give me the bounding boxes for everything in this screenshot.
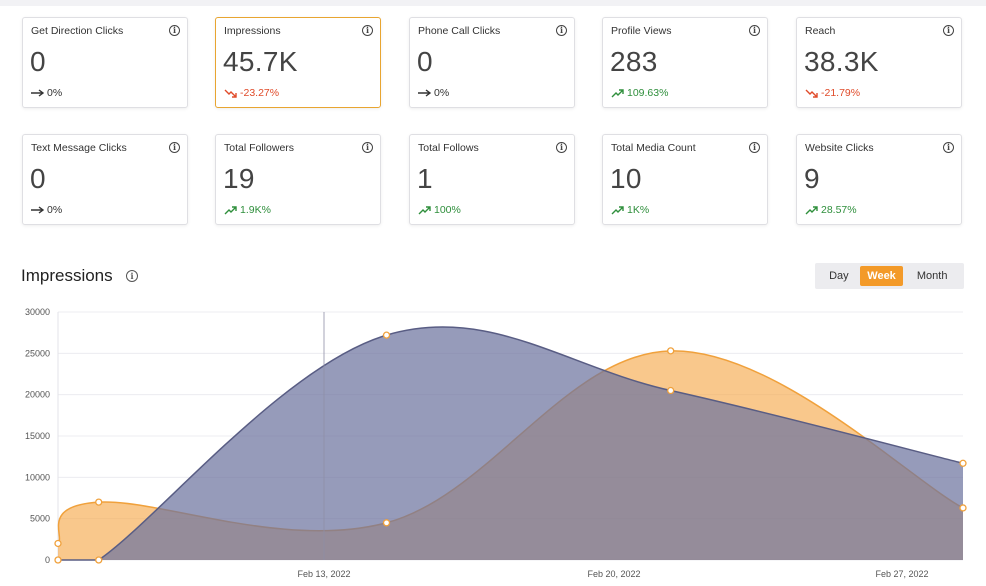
info-icon[interactable]: i xyxy=(169,25,180,36)
metric-card[interactable]: Reach i 38.3K -21.79% xyxy=(796,17,962,108)
metric-change-value: 0% xyxy=(47,87,63,99)
metric-card[interactable]: Text Message Clicks i 0 0% xyxy=(22,134,188,225)
metric-change: -23.27% xyxy=(224,87,279,99)
metric-label: Impressions xyxy=(224,25,281,37)
metric-label: Total Follows xyxy=(418,142,479,154)
trend-up-icon xyxy=(611,88,625,98)
section-title: Impressions xyxy=(21,266,113,285)
trend-neutral-icon xyxy=(31,89,45,97)
x-tick-label: Feb 13, 2022 xyxy=(297,569,350,579)
metric-value: 0 xyxy=(417,46,433,77)
info-icon[interactable]: i xyxy=(556,25,567,36)
data-point xyxy=(667,347,675,355)
range-week[interactable]: Week xyxy=(859,266,904,286)
metric-label: Get Direction Clicks xyxy=(31,25,124,37)
metric-change-value: 0% xyxy=(47,204,63,216)
trend-down-icon xyxy=(224,89,238,98)
metric-card[interactable]: Website Clicks i 9 28.57% xyxy=(796,134,962,225)
range-day[interactable]: Day xyxy=(829,270,849,282)
metric-card[interactable]: Impressions i 45.7K -23.27% xyxy=(215,17,381,108)
metric-change-value: -21.79% xyxy=(821,87,861,99)
metric-change-value: -23.27% xyxy=(240,87,280,99)
series-area xyxy=(58,326,963,560)
metric-change: 1K% xyxy=(611,204,649,216)
trend-neutral-icon xyxy=(31,206,45,214)
x-tick-label: Feb 20, 2022 xyxy=(587,569,640,579)
metric-change-value: 109.63% xyxy=(627,87,669,99)
metric-label: Reach xyxy=(805,25,836,37)
info-icon[interactable]: i xyxy=(556,142,567,153)
impressions-chart: 0 5000 10000 15000 20000 25000 30000 Feb 13, 20… xyxy=(25,307,967,579)
metric-value: 283 xyxy=(610,46,658,77)
info-icon[interactable]: i xyxy=(169,142,180,153)
metric-card[interactable]: Total Follows i 1 100% xyxy=(409,134,575,225)
metric-change: 0% xyxy=(418,87,449,99)
metric-card[interactable]: Total Followers i 19 1.9K% xyxy=(215,134,381,225)
metric-card[interactable]: Phone Call Clicks i 0 0% xyxy=(409,17,575,108)
info-icon[interactable]: i xyxy=(126,270,138,282)
metric-value: 10 xyxy=(610,163,642,194)
metric-change-value: 0% xyxy=(434,87,450,99)
data-point xyxy=(959,459,967,467)
metric-value: 19 xyxy=(223,163,255,194)
metric-label: Website Clicks xyxy=(805,142,874,154)
y-tick-label: 15000 xyxy=(25,431,50,441)
trend-up-icon xyxy=(805,205,819,215)
y-tick-label: 0 xyxy=(45,555,50,565)
info-icon[interactable]: i xyxy=(943,25,954,36)
info-icon[interactable]: i xyxy=(749,25,760,36)
info-icon[interactable]: i xyxy=(749,142,760,153)
data-point xyxy=(54,539,62,548)
metric-change: 0% xyxy=(31,204,62,216)
metric-label: Total Media Count xyxy=(611,142,696,154)
y-tick-label: 25000 xyxy=(25,348,50,358)
trend-down-icon xyxy=(805,89,819,98)
y-tick-label: 30000 xyxy=(25,307,50,317)
metric-change: 109.63% xyxy=(611,87,668,99)
metric-change-value: 100% xyxy=(434,204,461,216)
metric-label: Text Message Clicks xyxy=(31,142,127,154)
metric-card[interactable]: Get Direction Clicks i 0 0% xyxy=(22,17,188,108)
metric-label: Profile Views xyxy=(611,25,672,37)
metric-change: -21.79% xyxy=(805,87,860,99)
x-tick-label: Feb 27, 2022 xyxy=(875,569,928,579)
metric-label: Total Followers xyxy=(224,142,295,154)
metric-value: 1 xyxy=(417,163,433,194)
info-icon[interactable]: i xyxy=(362,142,373,153)
data-point xyxy=(382,331,391,339)
data-point xyxy=(95,556,103,564)
range-month[interactable]: Month xyxy=(916,270,948,282)
metric-change: 100% xyxy=(418,204,461,216)
metric-card[interactable]: Total Media Count i 10 1K% xyxy=(602,134,768,225)
data-point xyxy=(95,498,103,506)
metric-change-value: 1.9K% xyxy=(240,204,271,216)
metric-label: Phone Call Clicks xyxy=(418,25,501,37)
info-icon[interactable]: i xyxy=(943,142,954,153)
metric-change-value: 28.57% xyxy=(821,204,857,216)
metric-change-value: 1K% xyxy=(627,204,650,216)
data-point xyxy=(959,504,967,512)
metric-value: 45.7K xyxy=(223,46,298,77)
trend-neutral-icon xyxy=(418,89,432,97)
y-tick-label: 10000 xyxy=(25,472,50,482)
metric-value: 0 xyxy=(30,163,46,194)
metric-card[interactable]: Profile Views i 283 109.63% xyxy=(602,17,768,108)
info-icon[interactable]: i xyxy=(362,25,373,36)
y-tick-label: 5000 xyxy=(30,514,50,524)
trend-up-icon xyxy=(611,205,625,215)
y-tick-label: 20000 xyxy=(25,390,50,400)
metric-change: 0% xyxy=(31,87,62,99)
trend-up-icon xyxy=(224,205,238,215)
metric-change: 1.9K% xyxy=(224,204,271,216)
metric-change: 28.57% xyxy=(805,204,857,216)
data-point xyxy=(54,556,62,564)
metric-value: 0 xyxy=(30,46,46,77)
trend-up-icon xyxy=(418,205,432,215)
range-toggle: Day Week Month xyxy=(815,263,964,289)
metric-value: 38.3K xyxy=(804,46,879,77)
data-point xyxy=(667,386,675,395)
top-bar xyxy=(0,0,986,6)
data-point xyxy=(382,519,391,527)
metric-value: 9 xyxy=(804,163,820,194)
